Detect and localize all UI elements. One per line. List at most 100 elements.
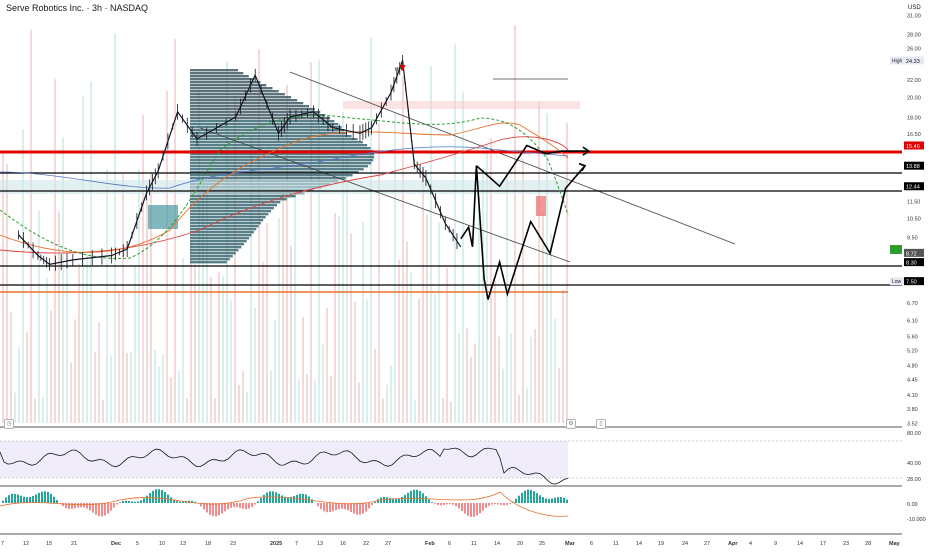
macd-histogram-bar	[356, 503, 358, 515]
volume-bar	[386, 385, 388, 423]
last-price-marker	[890, 245, 902, 254]
time-tick-label: 5	[136, 541, 139, 547]
volume-bar	[86, 254, 88, 423]
volume-profile-bar	[190, 240, 247, 242]
volume-bar	[102, 400, 104, 423]
volume-profile-bar	[190, 237, 249, 239]
volume-bar	[210, 277, 212, 423]
volume-profile-bar	[190, 246, 241, 248]
macd-histogram-bar	[50, 494, 52, 503]
volume-bar	[418, 299, 420, 423]
macd-histogram-bar	[305, 495, 307, 503]
macd-histogram-bar	[326, 503, 328, 512]
volume-bar	[434, 294, 436, 423]
volume-profile-bar	[190, 138, 358, 140]
volume-bar	[334, 213, 336, 423]
macd-histogram-bar	[566, 500, 568, 503]
macd-histogram-bar	[176, 501, 178, 503]
volume-bar	[282, 186, 284, 423]
macd-histogram-bar	[224, 503, 226, 511]
time-tick-label: 6	[448, 541, 451, 547]
price-tick-label: 18.00	[907, 115, 921, 121]
volume-profile-bar	[190, 111, 320, 113]
volume-bar	[314, 381, 316, 423]
macd-histogram-bar	[14, 494, 16, 503]
volume-bar	[242, 371, 244, 423]
price-badge-label: 12.44	[906, 185, 920, 191]
volume-profile-bar	[190, 261, 227, 263]
settings-gear-icon[interactable]: ⚙	[566, 419, 576, 429]
macd-histogram-bar	[395, 499, 397, 503]
price-tick-label: 3.52	[907, 422, 918, 428]
macd-histogram-bar	[74, 503, 76, 508]
macd-tick-label: 0.00	[907, 502, 918, 508]
volume-profile-bar	[190, 207, 274, 209]
price-tick-label: 6.10	[907, 318, 918, 324]
volume-bar	[542, 214, 544, 423]
volume-bar	[442, 398, 444, 423]
macd-histogram-bar	[521, 493, 523, 503]
macd-histogram-bar	[239, 503, 241, 508]
macd-histogram-bar	[476, 503, 478, 515]
volume-bar	[422, 169, 424, 423]
price-badge-label: 8.72	[906, 251, 917, 257]
volume-bar	[462, 92, 464, 423]
volume-bar	[126, 353, 128, 423]
macd-histogram-bar	[143, 498, 145, 503]
macd-histogram-bar	[206, 503, 208, 512]
volume-indicator-icon[interactable]: ◷	[4, 419, 14, 429]
volume-profile-bar	[190, 78, 254, 80]
macd-histogram-bar	[8, 495, 10, 503]
volume-profile-bar	[190, 219, 263, 221]
macd-histogram-bar	[374, 502, 376, 503]
volume-bar	[146, 198, 148, 423]
macd-histogram-bar	[236, 503, 238, 507]
macd-histogram-bar	[368, 503, 370, 508]
volume-bar	[330, 376, 332, 423]
volume-bar	[406, 242, 408, 423]
volume-bar	[394, 113, 396, 423]
macd-histogram-bar	[242, 503, 244, 509]
hl-label: High	[892, 58, 903, 64]
macd-histogram-bar	[518, 496, 520, 503]
time-tick-label: 22	[363, 541, 369, 547]
macd-histogram-bar	[179, 502, 181, 503]
price-tick-label: 3.80	[907, 407, 918, 413]
macd-histogram-bar	[44, 491, 46, 503]
macd-histogram-bar	[422, 493, 424, 503]
macd-histogram-bar	[275, 492, 277, 503]
price-tick-label: 28.00	[907, 33, 921, 39]
volume-profile-bar	[190, 204, 277, 206]
price-tick-label: 4.45	[907, 378, 918, 384]
macd-histogram-bar	[323, 503, 325, 511]
macd-histogram-bar	[419, 491, 421, 503]
macd-histogram-bar	[95, 503, 97, 515]
macd-histogram-bar	[17, 494, 19, 503]
volume-bar	[322, 344, 324, 423]
macd-histogram-bar	[359, 503, 361, 515]
macd-histogram-bar	[515, 499, 517, 503]
volume-bar	[230, 301, 232, 423]
macd-histogram-bar	[38, 493, 40, 503]
collapse-pane-icon[interactable]: ▯	[596, 419, 606, 429]
macd-histogram-bar	[464, 503, 466, 514]
volume-bar	[354, 302, 356, 423]
macd-histogram-bar	[233, 503, 235, 507]
macd-histogram-bar	[62, 503, 64, 506]
macd-histogram-bar	[71, 503, 73, 509]
hl-label: Low	[892, 279, 902, 285]
time-tick-label: 7	[1, 541, 4, 547]
rsi-tick-label: 80.00	[907, 431, 921, 437]
time-tick-label: 14	[636, 541, 642, 547]
volume-bar	[478, 197, 480, 423]
volume-bar	[534, 329, 536, 423]
macd-histogram-bar	[452, 503, 454, 505]
macd-histogram-bar	[137, 501, 139, 503]
macd-histogram-bar	[5, 498, 7, 503]
volume-bar	[342, 112, 344, 423]
macd-tick-label: -10.000	[907, 517, 926, 523]
volume-bar	[402, 76, 404, 423]
macd-histogram-bar	[164, 492, 166, 503]
